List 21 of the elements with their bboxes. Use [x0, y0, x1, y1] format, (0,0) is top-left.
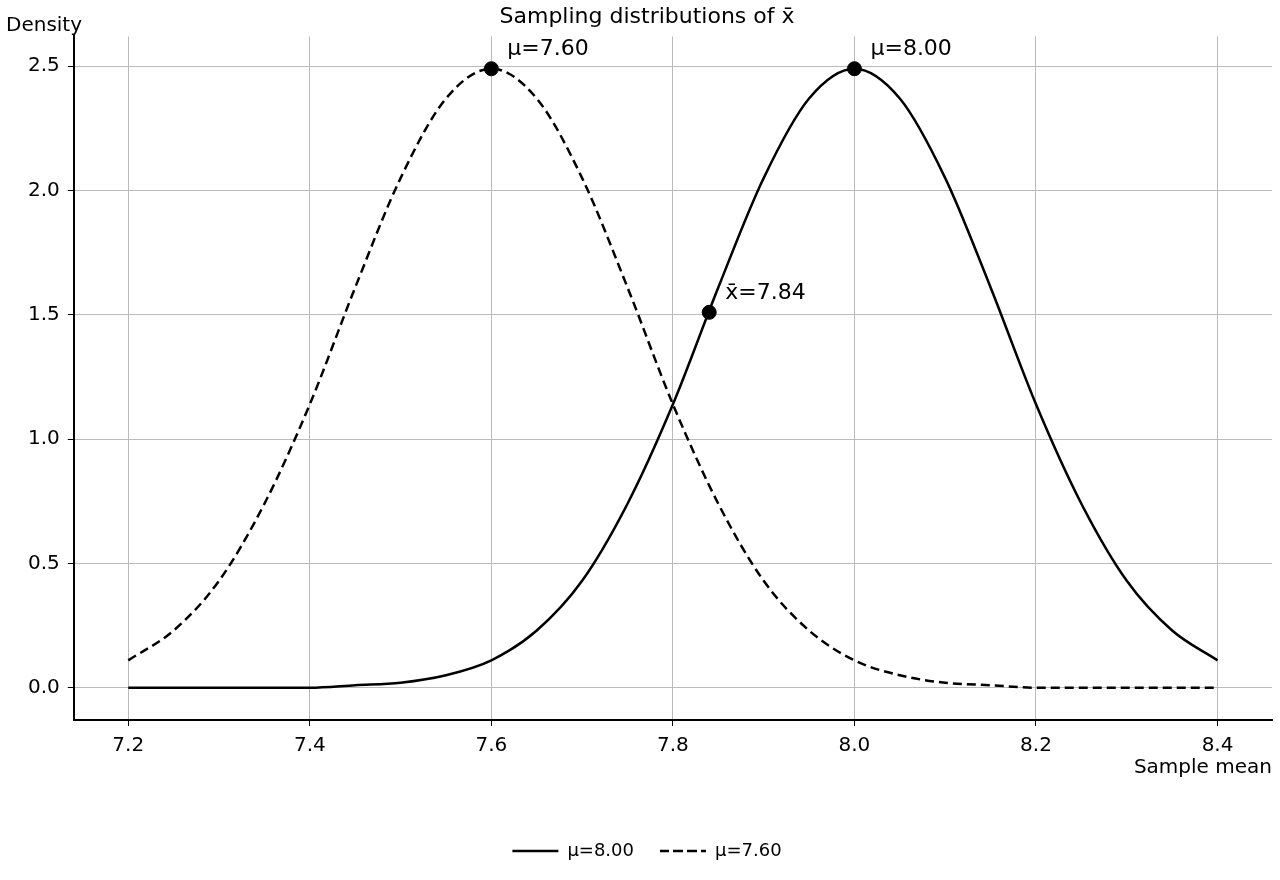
- y-tick-label: 0.5: [27, 549, 60, 574]
- y-tick-label: 1.5: [27, 301, 60, 326]
- legend-label: μ=8.00: [567, 838, 635, 860]
- y-axis-title: Density: [6, 12, 83, 37]
- x-tick-label: 8.4: [1201, 732, 1234, 757]
- y-tick-label: 0.0: [27, 673, 60, 698]
- annotation: x̄=7.84: [725, 279, 806, 305]
- legend-label: μ=7.60: [715, 838, 782, 860]
- annotation: μ=7.60: [507, 35, 589, 61]
- x-tick-label: 7.8: [657, 732, 689, 757]
- y-tick-label: 2.5: [27, 52, 60, 77]
- x-axis-title: Sample mean: [1133, 754, 1272, 779]
- annotation: μ=8.00: [870, 35, 952, 61]
- x-tick-label: 7.6: [475, 732, 508, 757]
- x-tick-label: 7.2: [112, 732, 145, 757]
- chart-title: Sampling distributions of x̄: [499, 2, 795, 28]
- x-tick-label: 7.4: [293, 732, 326, 757]
- y-tick-label: 1.0: [27, 425, 60, 450]
- y-tick-label: 2.0: [27, 176, 60, 201]
- x-tick-label: 8.2: [1020, 732, 1052, 757]
- x-tick-label: 8.0: [838, 732, 871, 757]
